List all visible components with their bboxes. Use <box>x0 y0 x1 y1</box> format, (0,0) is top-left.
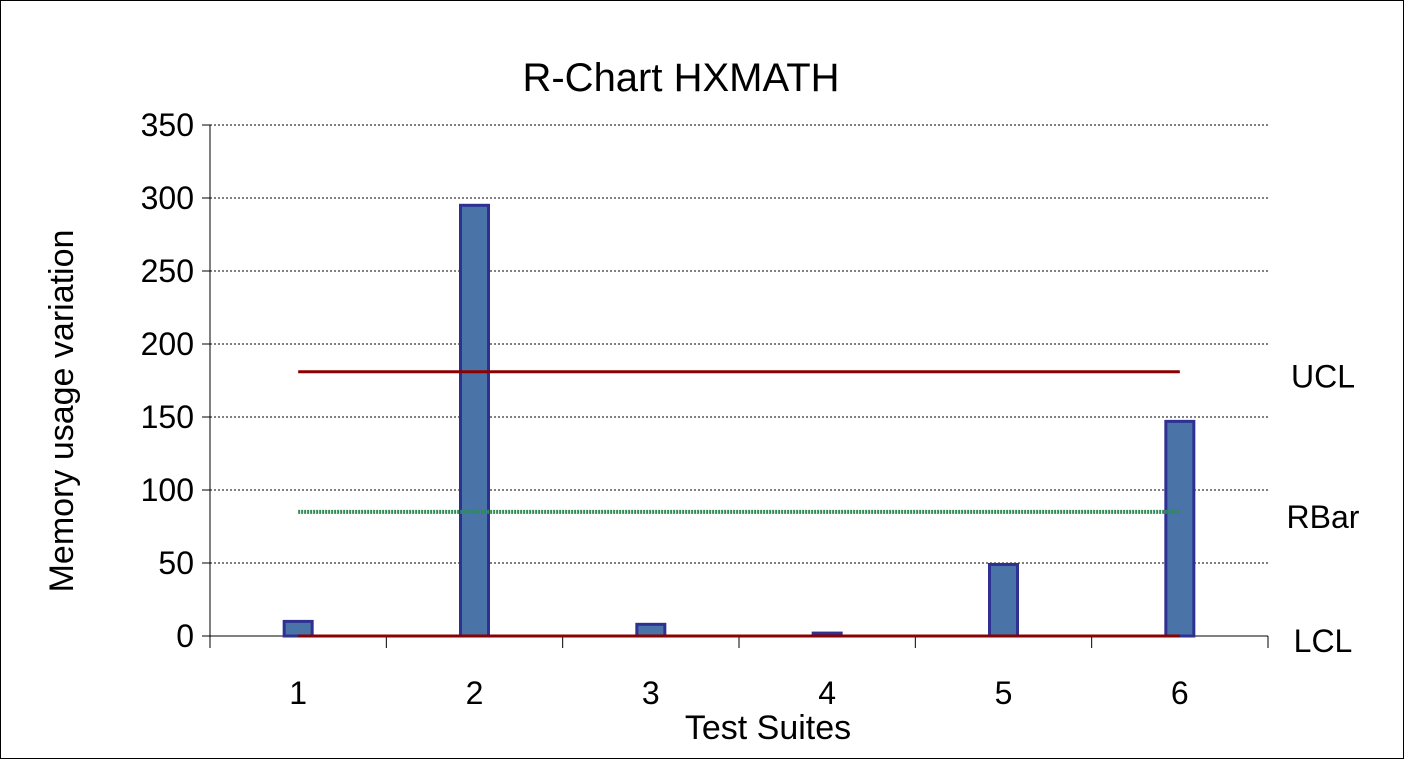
axes <box>202 124 1269 648</box>
bar <box>988 562 1019 638</box>
x-tick-label: 3 <box>642 675 660 711</box>
x-tick-label: 5 <box>995 675 1013 711</box>
x-tick-label: 4 <box>818 675 836 711</box>
y-tick-label: 250 <box>141 253 194 289</box>
y-tick-label: 300 <box>141 180 194 216</box>
y-tick-labels: 0 50 100 150 200 250 300 350 <box>141 107 194 654</box>
bar <box>282 619 314 638</box>
bar <box>1164 419 1196 638</box>
x-tick-labels: 1 2 3 4 5 6 <box>289 675 1188 711</box>
bar <box>635 622 667 638</box>
reference-label-ucl: UCL <box>1291 359 1355 395</box>
y-tick-label: 350 <box>141 107 194 143</box>
reference-label-rbar: RBar <box>1287 499 1360 535</box>
x-tick-label: 1 <box>289 675 307 711</box>
x-tick-label: 6 <box>1171 675 1189 711</box>
chart-title: R-Chart HXMATH <box>522 56 839 100</box>
x-axis-title: Test Suites <box>685 709 851 747</box>
y-tick-label: 200 <box>141 326 194 362</box>
y-axis-title: Memory usage variation <box>43 230 81 593</box>
x-tick-label: 2 <box>466 675 484 711</box>
y-tick-label: 150 <box>141 399 194 435</box>
reference-lines: UCL RBar LCL <box>298 359 1360 659</box>
y-tick-label: 50 <box>158 545 194 581</box>
y-tick-label: 0 <box>176 618 194 654</box>
y-tick-label: 100 <box>141 472 194 508</box>
bar <box>459 203 490 638</box>
gridlines <box>210 124 1268 564</box>
reference-label-lcl: LCL <box>1294 623 1353 659</box>
bars <box>282 203 1196 638</box>
